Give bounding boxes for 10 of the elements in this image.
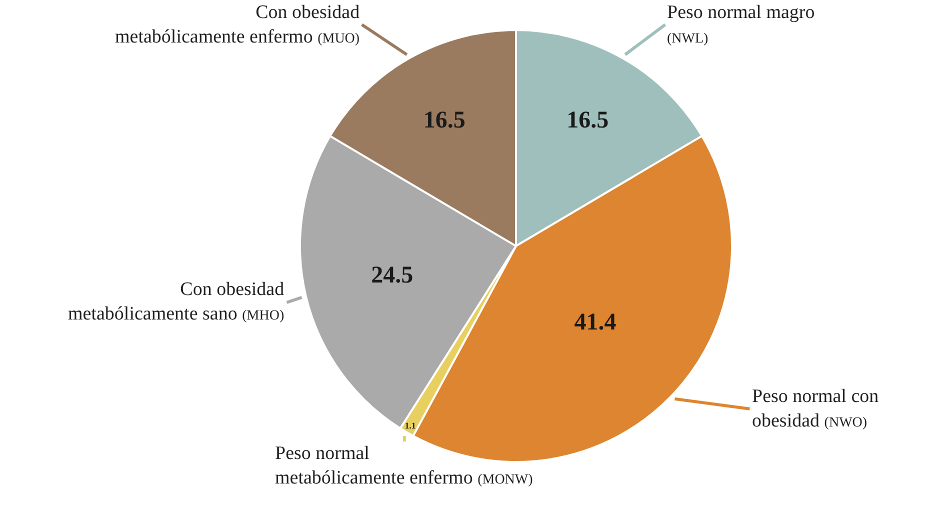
data-label: 16.5 [423, 108, 466, 134]
data-label: 41.4 [574, 309, 616, 336]
data-label: 1.1 [404, 420, 416, 431]
slice-label: Peso normal magro (NWL) [667, 2, 815, 47]
data-label: 24.5 [371, 262, 414, 289]
slice-label: Peso normal con obesidad (NWO) [752, 386, 880, 432]
slice-label: Con obesidad metabólicamente enfermo (MUO) [115, 2, 360, 48]
data-label: 16.5 [566, 108, 609, 134]
slice-label: Con obesidad metabólicamente sano (MHO) [68, 279, 285, 325]
slice-label: Peso normal metabólicamente enfermo (MONW) [275, 443, 534, 489]
